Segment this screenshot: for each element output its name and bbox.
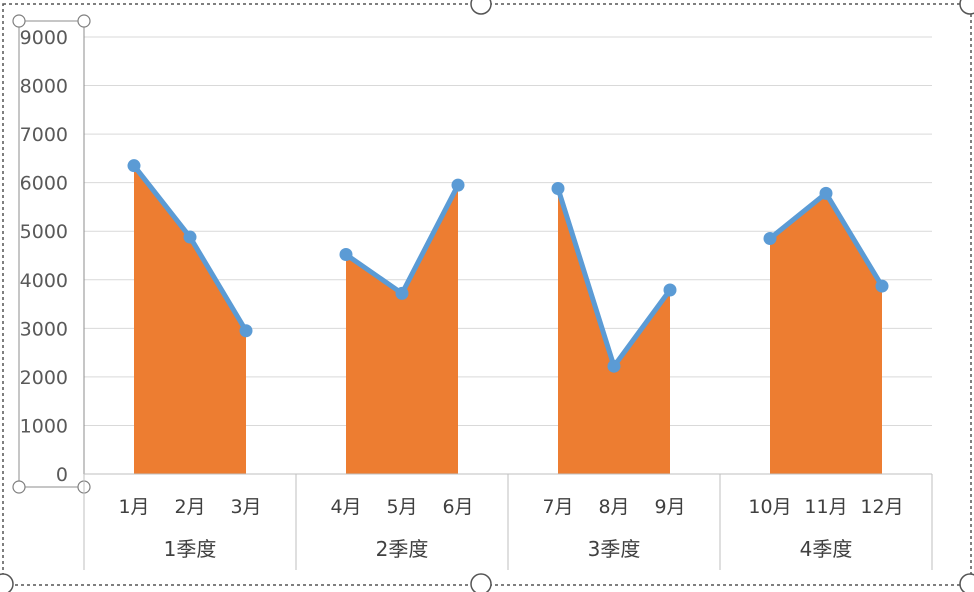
x-group-label: 3季度: [588, 537, 641, 561]
x-category-label: 6月: [442, 496, 473, 518]
y-tick-label: 6000: [20, 173, 68, 195]
x-category-label: 3月: [230, 496, 261, 518]
y-tick-label: 4000: [20, 270, 68, 292]
y-tick-label: 8000: [20, 76, 68, 98]
y-tick-label: 2000: [20, 367, 68, 389]
data-point-marker[interactable]: [819, 186, 833, 200]
frame-handle-top[interactable]: [470, 0, 492, 15]
y-tick-label: 5000: [20, 221, 68, 243]
y-axis-selection-box[interactable]: [18, 20, 85, 488]
x-axis[interactable]: 1月 2月 3月 1季度 4月 5月 6月 2季度 7月 8月 9月 3季度 10月 11月 12月 4季度: [83, 473, 933, 570]
frame-handle-bottom-right[interactable]: [959, 573, 974, 592]
frame-handle-bottom[interactable]: [470, 573, 492, 592]
data-point-marker[interactable]: [183, 230, 197, 244]
y-tick-label: 7000: [20, 124, 68, 146]
data-points[interactable]: [127, 159, 889, 373]
data-point-marker[interactable]: [763, 232, 777, 246]
y-axis-handle[interactable]: [77, 14, 91, 28]
area-segment[interactable]: [558, 188, 670, 474]
x-category-label: 2月: [174, 496, 205, 518]
data-point-marker[interactable]: [451, 178, 465, 192]
x-group-label: 2季度: [376, 537, 429, 561]
y-tick-label: 0: [56, 464, 68, 486]
x-group-label: 1季度: [164, 537, 217, 561]
data-point-marker[interactable]: [239, 324, 253, 338]
x-category-label: 8月: [598, 496, 629, 518]
y-tick-label: 3000: [20, 318, 68, 340]
x-category-label: 11月: [804, 496, 847, 518]
area-series[interactable]: [134, 165, 882, 475]
data-point-marker[interactable]: [127, 159, 141, 173]
y-tick-label: 1000: [20, 415, 68, 437]
area-segment[interactable]: [346, 185, 458, 474]
data-point-marker[interactable]: [607, 359, 621, 373]
data-point-marker[interactable]: [339, 248, 353, 262]
data-point-marker[interactable]: [875, 279, 889, 293]
area-segment[interactable]: [134, 165, 246, 474]
frame-handle-bottom-left[interactable]: [0, 573, 14, 592]
x-category-label: 5月: [386, 496, 417, 518]
frame-handle-top-right[interactable]: [959, 0, 974, 15]
data-point-marker[interactable]: [551, 181, 565, 195]
y-axis-handle[interactable]: [12, 480, 26, 494]
x-group-label: 4季度: [800, 537, 853, 561]
y-axis[interactable]: 0 1000 2000 3000 4000 5000 6000 7000 8000 9000: [12, 14, 91, 494]
y-tick-label: 9000: [20, 27, 68, 49]
y-axis-handle[interactable]: [12, 14, 26, 28]
x-category-label: 7月: [542, 496, 573, 518]
data-point-marker[interactable]: [663, 283, 677, 297]
x-category-label: 4月: [330, 496, 361, 518]
area-segment[interactable]: [770, 193, 882, 475]
x-category-label: 12月: [860, 496, 903, 518]
data-point-marker[interactable]: [395, 286, 409, 300]
x-category-label: 9月: [654, 496, 685, 518]
x-category-label: 10月: [748, 496, 791, 518]
x-category-label: 1月: [118, 496, 149, 518]
